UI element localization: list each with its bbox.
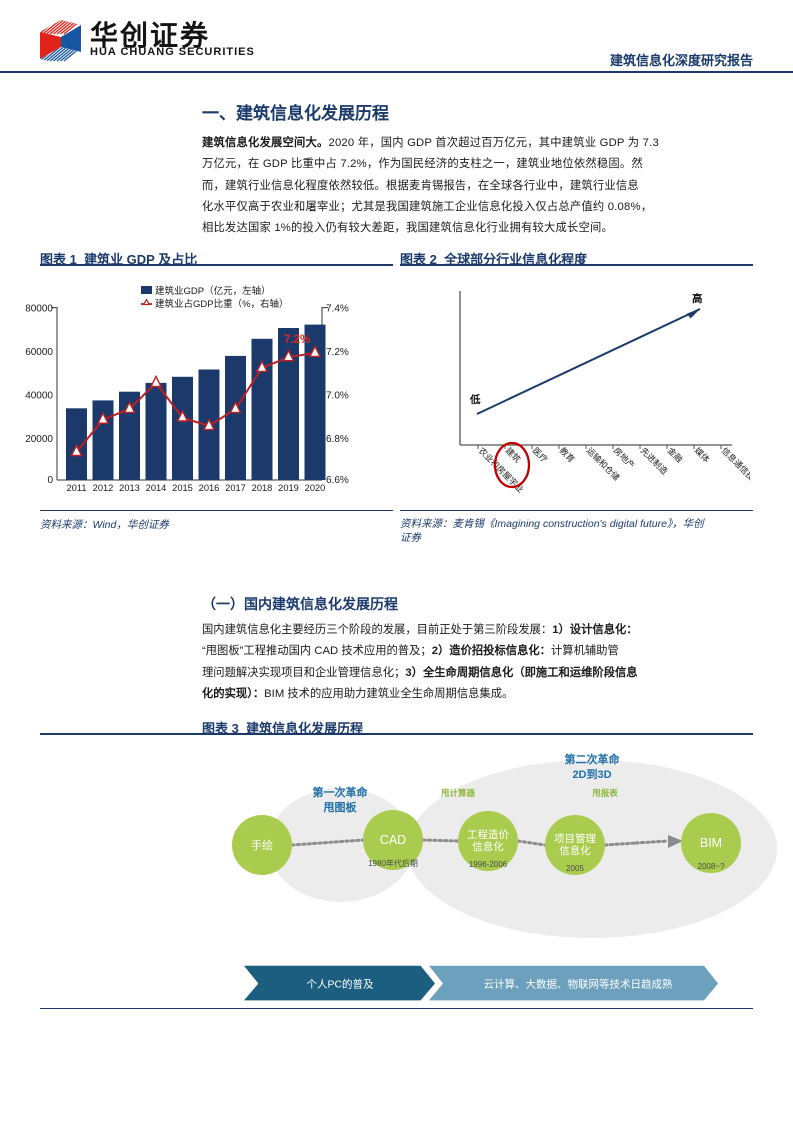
svg-text:2008~?: 2008~?	[698, 862, 725, 871]
svg-text:甩报表: 甩报表	[592, 788, 618, 798]
svg-text:2018: 2018	[252, 483, 273, 493]
svg-text:2015: 2015	[172, 483, 193, 493]
svg-text:2020: 2020	[305, 483, 326, 493]
svg-text:6.6%: 6.6%	[326, 475, 349, 486]
svg-text:80000: 80000	[25, 304, 53, 315]
svg-text:金融: 金融	[666, 445, 685, 464]
svg-text:信息化: 信息化	[472, 840, 504, 853]
svg-text:医疗: 医疗	[531, 445, 550, 464]
svg-text:甩图板: 甩图板	[324, 800, 358, 814]
svg-text:40000: 40000	[25, 391, 53, 402]
svg-text:个人PC的普及: 个人PC的普及	[306, 978, 374, 991]
svg-text:6.8%: 6.8%	[326, 434, 349, 445]
svg-text:第一次革命: 第一次革命	[313, 785, 369, 799]
svg-text:建筑: 建筑	[504, 445, 523, 464]
svg-text:甩计算器: 甩计算器	[441, 788, 476, 798]
svg-text:1996-2006: 1996-2006	[469, 860, 508, 869]
svg-text:2017: 2017	[225, 483, 246, 493]
svg-text:BIM: BIM	[700, 836, 722, 850]
svg-text:手绘: 手绘	[251, 838, 273, 852]
svg-text:1980年代后期: 1980年代后期	[368, 858, 418, 868]
svg-text:建筑业GDP（亿元，左轴）: 建筑业GDP（亿元，左轴）	[155, 285, 271, 297]
svg-text:2012: 2012	[93, 483, 114, 493]
svg-text:60000: 60000	[25, 347, 53, 358]
svg-text:2005: 2005	[566, 864, 584, 873]
svg-text:7.2%: 7.2%	[326, 347, 349, 358]
svg-text:高: 高	[692, 292, 703, 305]
svg-text:2016: 2016	[199, 483, 220, 493]
svg-text:项目管理: 项目管理	[554, 832, 596, 845]
svg-text:先进制造: 先进制造	[639, 445, 670, 476]
svg-text:信息通信技术: 信息通信技术	[720, 445, 750, 488]
svg-text:工程造价: 工程造价	[467, 828, 509, 841]
svg-text:第二次革命: 第二次革命	[565, 752, 621, 766]
svg-text:2019: 2019	[278, 483, 299, 493]
svg-text:教育: 教育	[558, 445, 577, 464]
svg-text:信息化: 信息化	[559, 844, 591, 857]
svg-text:低: 低	[469, 393, 481, 406]
svg-text:房地产: 房地产	[612, 445, 637, 470]
svg-text:2013: 2013	[119, 483, 140, 493]
svg-text:云计算、大数据、物联网等技术日趋成熟: 云计算、大数据、物联网等技术日趋成熟	[484, 978, 673, 991]
svg-text:2014: 2014	[146, 483, 167, 493]
svg-text:7.2%: 7.2%	[284, 334, 310, 346]
svg-text:建筑业占GDP比重（%，右轴）: 建筑业占GDP比重（%，右轴）	[155, 298, 289, 310]
svg-text:媒体: 媒体	[693, 445, 712, 464]
svg-text:2D到3D: 2D到3D	[572, 767, 611, 781]
svg-text:2011: 2011	[67, 483, 87, 493]
svg-text:CAD: CAD	[380, 833, 406, 847]
svg-text:7.0%: 7.0%	[326, 391, 349, 402]
svg-text:20000: 20000	[25, 434, 53, 445]
svg-text:0: 0	[47, 475, 53, 486]
svg-text:7.4%: 7.4%	[326, 304, 349, 315]
